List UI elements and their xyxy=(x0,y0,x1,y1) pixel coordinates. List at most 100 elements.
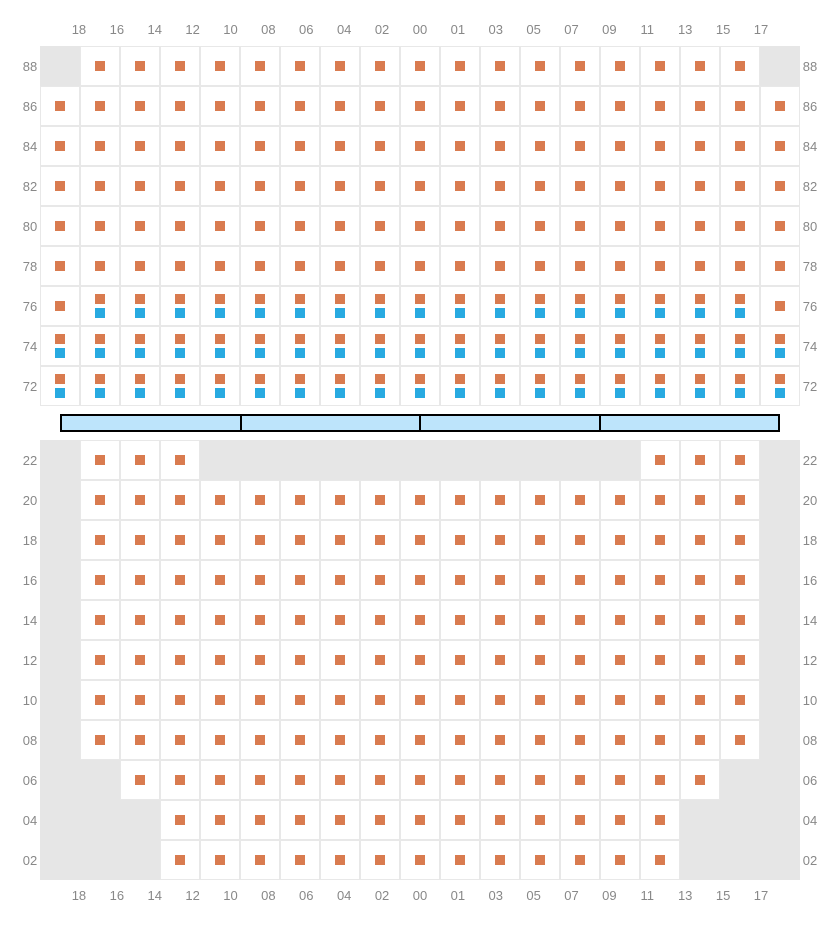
seat[interactable] xyxy=(695,308,705,318)
seat[interactable] xyxy=(415,61,425,71)
seat[interactable] xyxy=(415,855,425,865)
seat[interactable] xyxy=(655,294,665,304)
seat[interactable] xyxy=(255,735,265,745)
seat[interactable] xyxy=(615,334,625,344)
seat[interactable] xyxy=(775,101,785,111)
seat[interactable] xyxy=(295,101,305,111)
seat[interactable] xyxy=(175,308,185,318)
seat[interactable] xyxy=(655,615,665,625)
seat[interactable] xyxy=(615,535,625,545)
seat[interactable] xyxy=(415,141,425,151)
seat[interactable] xyxy=(455,735,465,745)
seat[interactable] xyxy=(95,141,105,151)
seat[interactable] xyxy=(215,388,225,398)
seat[interactable] xyxy=(415,615,425,625)
seat[interactable] xyxy=(495,141,505,151)
seat[interactable] xyxy=(175,221,185,231)
seat[interactable] xyxy=(175,655,185,665)
seat[interactable] xyxy=(535,388,545,398)
seat[interactable] xyxy=(615,388,625,398)
seat[interactable] xyxy=(295,388,305,398)
seat[interactable] xyxy=(615,61,625,71)
seat[interactable] xyxy=(575,294,585,304)
seat[interactable] xyxy=(335,294,345,304)
seat[interactable] xyxy=(95,334,105,344)
seat[interactable] xyxy=(255,334,265,344)
seat[interactable] xyxy=(375,181,385,191)
seat[interactable] xyxy=(535,855,545,865)
seat[interactable] xyxy=(695,775,705,785)
seat[interactable] xyxy=(215,615,225,625)
seat[interactable] xyxy=(255,575,265,585)
seat[interactable] xyxy=(135,735,145,745)
seat[interactable] xyxy=(535,348,545,358)
seat[interactable] xyxy=(175,815,185,825)
seat[interactable] xyxy=(255,61,265,71)
seat[interactable] xyxy=(295,374,305,384)
seat[interactable] xyxy=(455,181,465,191)
seat[interactable] xyxy=(415,388,425,398)
seat[interactable] xyxy=(375,815,385,825)
seat[interactable] xyxy=(55,101,65,111)
seat[interactable] xyxy=(535,101,545,111)
seat[interactable] xyxy=(295,308,305,318)
seat[interactable] xyxy=(735,535,745,545)
seat[interactable] xyxy=(655,775,665,785)
seat[interactable] xyxy=(655,695,665,705)
seat[interactable] xyxy=(255,374,265,384)
seat[interactable] xyxy=(215,374,225,384)
seat[interactable] xyxy=(215,775,225,785)
seat[interactable] xyxy=(495,535,505,545)
seat[interactable] xyxy=(335,815,345,825)
seat[interactable] xyxy=(255,221,265,231)
seat[interactable] xyxy=(375,334,385,344)
seat[interactable] xyxy=(495,261,505,271)
seat[interactable] xyxy=(335,388,345,398)
seat[interactable] xyxy=(455,374,465,384)
seat[interactable] xyxy=(775,388,785,398)
seat[interactable] xyxy=(215,261,225,271)
seat[interactable] xyxy=(535,735,545,745)
seat[interactable] xyxy=(215,855,225,865)
seat[interactable] xyxy=(175,374,185,384)
seat[interactable] xyxy=(655,261,665,271)
seat[interactable] xyxy=(535,615,545,625)
seat[interactable] xyxy=(535,374,545,384)
seat[interactable] xyxy=(55,334,65,344)
seat[interactable] xyxy=(95,695,105,705)
seat[interactable] xyxy=(295,334,305,344)
seat[interactable] xyxy=(335,61,345,71)
seat[interactable] xyxy=(575,221,585,231)
seat[interactable] xyxy=(575,348,585,358)
seat[interactable] xyxy=(375,388,385,398)
seat[interactable] xyxy=(535,815,545,825)
seat[interactable] xyxy=(495,334,505,344)
seat[interactable] xyxy=(255,181,265,191)
seat[interactable] xyxy=(255,294,265,304)
seat[interactable] xyxy=(415,495,425,505)
seat[interactable] xyxy=(735,294,745,304)
seat[interactable] xyxy=(495,695,505,705)
seat[interactable] xyxy=(535,775,545,785)
seat[interactable] xyxy=(775,181,785,191)
seat[interactable] xyxy=(735,735,745,745)
seat[interactable] xyxy=(295,695,305,705)
seat[interactable] xyxy=(735,261,745,271)
seat[interactable] xyxy=(455,61,465,71)
seat[interactable] xyxy=(55,348,65,358)
seat[interactable] xyxy=(335,221,345,231)
seat[interactable] xyxy=(655,535,665,545)
seat[interactable] xyxy=(575,575,585,585)
seat[interactable] xyxy=(175,294,185,304)
seat[interactable] xyxy=(615,221,625,231)
seat[interactable] xyxy=(95,495,105,505)
seat[interactable] xyxy=(215,334,225,344)
seat[interactable] xyxy=(495,815,505,825)
seat[interactable] xyxy=(135,334,145,344)
seat[interactable] xyxy=(215,101,225,111)
seat[interactable] xyxy=(95,388,105,398)
seat[interactable] xyxy=(135,695,145,705)
seat[interactable] xyxy=(415,308,425,318)
seat[interactable] xyxy=(495,855,505,865)
seat[interactable] xyxy=(335,348,345,358)
